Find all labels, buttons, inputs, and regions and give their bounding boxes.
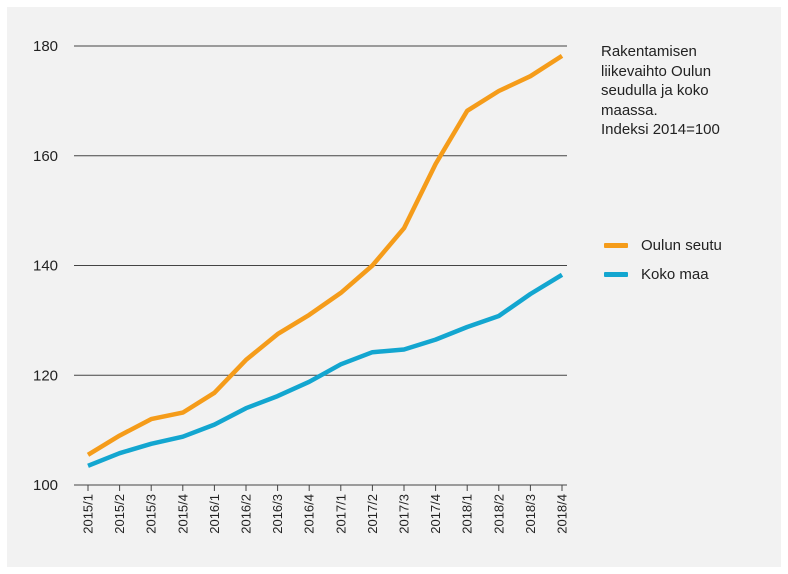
legend-item-oulun-seutu: Oulun seutu — [604, 231, 722, 260]
chart-title-line-1: Rakentamisen — [601, 43, 697, 60]
series-line-oulun-seutu — [86, 54, 564, 457]
legend-label-koko-maa: Koko maa — [641, 266, 709, 283]
legend-label-oulun-seutu: Oulun seutu — [641, 237, 722, 254]
x-tick-label-2018-3: 2018/3 — [523, 494, 538, 534]
chart-title: Rakentamisen liikevaihto Oulun seudulla … — [601, 42, 771, 140]
x-tick-label-2015-1: 2015/1 — [81, 494, 96, 534]
x-tick-label-2017-3: 2017/3 — [397, 494, 412, 534]
x-tick-label-2017-2: 2017/2 — [365, 494, 380, 534]
x-tick-label-2018-2: 2018/2 — [491, 494, 506, 534]
y-tick-label-160: 160 — [33, 148, 58, 165]
x-tick-label-2016-4: 2016/4 — [302, 494, 317, 534]
y-tick-label-140: 140 — [33, 258, 58, 275]
x-tick-label-2017-4: 2017/4 — [428, 494, 443, 534]
y-tick-label-100: 100 — [33, 477, 58, 494]
x-tick-label-2015-2: 2015/2 — [112, 494, 127, 534]
x-tick-label-2015-4: 2015/4 — [175, 494, 190, 534]
x-tick-label-2016-3: 2016/3 — [270, 494, 285, 534]
y-tick-label-180: 180 — [33, 38, 58, 55]
chart-title-line-2: liikevaihto Oulun — [601, 62, 712, 80]
chart-title-line-4: maassa. — [601, 101, 658, 119]
chart-title-line-3: seudulla ja koko — [601, 82, 709, 99]
x-tick-label-2015-3: 2015/3 — [144, 494, 159, 534]
y-tick-label-120: 120 — [33, 367, 58, 384]
x-tick-label-2018-4: 2018/4 — [555, 494, 570, 534]
chart-legend: Oulun seutu Koko maa — [604, 231, 722, 289]
series-line-koko-maa — [87, 272, 564, 468]
legend-item-koko-maa: Koko maa — [604, 260, 722, 289]
x-tick-label-2016-2: 2016/2 — [239, 494, 254, 534]
legend-swatch-oulun-seutu — [604, 243, 628, 248]
x-tick-label-2017-1: 2017/1 — [333, 494, 348, 534]
legend-swatch-koko-maa — [604, 272, 628, 277]
chart-title-line-5: Indeksi 2014=100 — [601, 121, 720, 138]
x-tick-label-2016-1: 2016/1 — [207, 494, 222, 534]
chart-panel — [7, 7, 781, 567]
x-tick-label-2018-1: 2018/1 — [460, 494, 475, 534]
